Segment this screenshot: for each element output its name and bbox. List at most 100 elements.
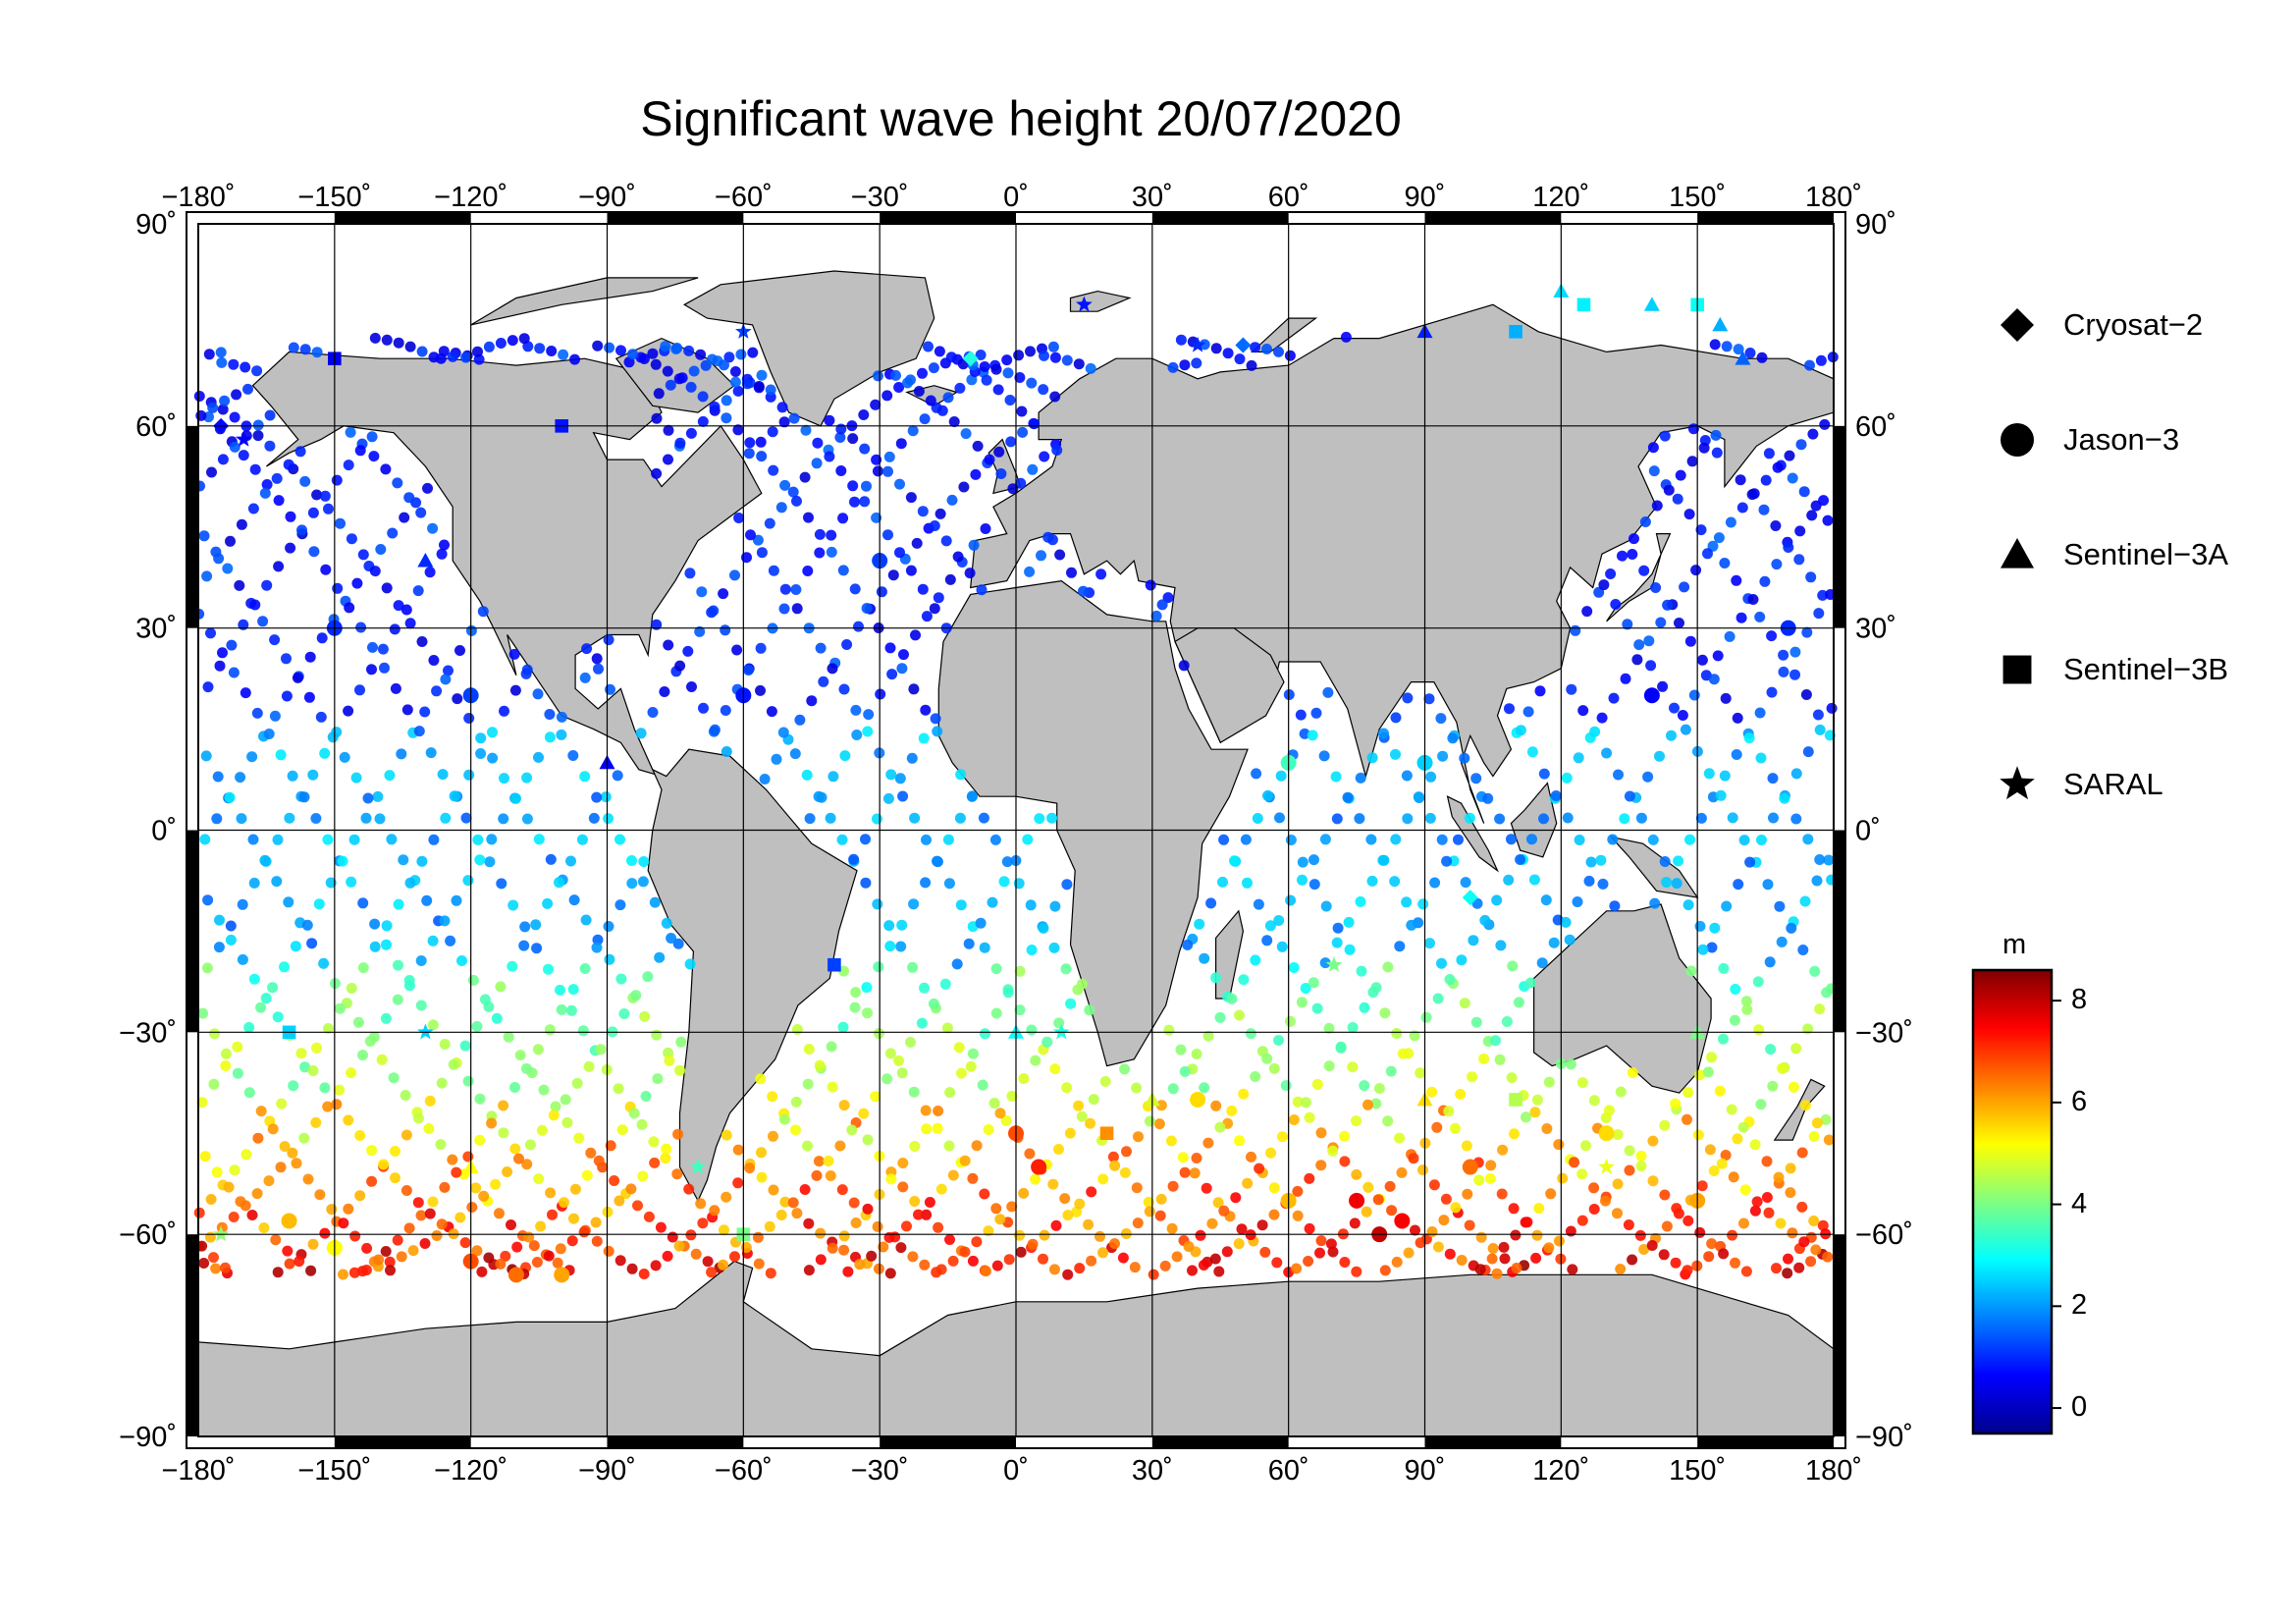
legend-label: Cryosat−2 xyxy=(2063,307,2204,342)
point-jason-3 xyxy=(1349,1192,1365,1209)
legend-item: Sentinel−3B xyxy=(1993,645,2228,694)
frame-band-right xyxy=(1834,1234,1845,1436)
lon-tick-label-bottom: 150˚ xyxy=(1669,1455,1726,1487)
frame-band-top xyxy=(607,212,744,224)
frame-band-left xyxy=(187,425,198,628)
colorbar-tick-label: 6 xyxy=(2071,1085,2088,1117)
lon-tick-label-top: −180˚ xyxy=(162,182,236,213)
circle-icon xyxy=(2001,423,2034,457)
point-sentinel-3b xyxy=(1509,1093,1522,1107)
frame-band-top xyxy=(1424,212,1562,224)
legend-marker xyxy=(2001,538,2034,568)
colorbar-tick-label: 8 xyxy=(2071,984,2088,1016)
legend-marker xyxy=(2001,423,2034,457)
point-saral xyxy=(1189,336,1206,352)
satellite-tracks xyxy=(193,331,1839,1280)
lon-tick-label-top: −150˚ xyxy=(297,182,371,213)
frame-band-top xyxy=(1697,212,1834,224)
point-jason-3 xyxy=(1643,687,1660,704)
point-sentinel-3a xyxy=(1735,351,1751,365)
land-japan xyxy=(1606,533,1672,622)
lat-tick-label-right: 0˚ xyxy=(1855,816,1881,847)
point-cryosat-2 xyxy=(1235,337,1252,353)
land-north-america xyxy=(251,351,763,778)
point-jason-3 xyxy=(1190,1091,1206,1108)
land-south-america xyxy=(647,748,858,1203)
lon-tick-label-top: 150˚ xyxy=(1669,182,1726,213)
frame-band-bottom xyxy=(1424,1436,1562,1448)
frame-band-bottom xyxy=(1697,1436,1834,1448)
point-saral xyxy=(1052,1023,1070,1040)
frame-band-top xyxy=(334,212,471,224)
lon-tick-label-top: 120˚ xyxy=(1532,182,1589,213)
frame-band-top xyxy=(1151,212,1289,224)
legend-label: SARAL xyxy=(2063,767,2163,801)
legend-marker xyxy=(2001,308,2034,342)
lon-tick-label-bottom: 90˚ xyxy=(1405,1455,1446,1487)
lat-tick-label-right: −90˚ xyxy=(1855,1422,1913,1453)
lat-tick-label-left: 30˚ xyxy=(135,614,177,645)
frame-band-bottom xyxy=(880,1436,1016,1448)
lon-tick-label-top: 30˚ xyxy=(1132,182,1173,213)
point-saral xyxy=(1325,955,1343,972)
legend-marker xyxy=(2002,655,2032,684)
point-sentinel-3b xyxy=(1576,298,1591,312)
lon-tick-label-bottom: 120˚ xyxy=(1532,1455,1589,1487)
lon-tick-label-top: 0˚ xyxy=(1003,182,1029,213)
legend-item: Jason−3 xyxy=(1993,415,2179,464)
frame-band-right xyxy=(1834,425,1845,628)
point-cryosat-2 xyxy=(962,351,979,367)
point-saral xyxy=(417,1023,434,1040)
colorbar-tick-label: 4 xyxy=(2071,1187,2088,1219)
lon-tick-label-top: −30˚ xyxy=(851,182,909,213)
frame-band-left xyxy=(187,1234,198,1436)
point-jason-3 xyxy=(1598,1125,1615,1142)
lat-tick-label-left: 90˚ xyxy=(135,209,177,241)
square-icon xyxy=(2002,655,2032,684)
point-jason-3 xyxy=(281,1213,297,1229)
point-saral xyxy=(689,1158,707,1174)
lon-tick-label-bottom: −180˚ xyxy=(162,1455,236,1487)
star-icon xyxy=(2000,766,2035,800)
lon-tick-label-top: 90˚ xyxy=(1405,182,1446,213)
frame-band-bottom xyxy=(1151,1436,1289,1448)
point-saral xyxy=(212,1225,230,1242)
lon-tick-label-bottom: 30˚ xyxy=(1132,1455,1173,1487)
legend-item: SARAL xyxy=(1993,760,2163,809)
point-saral xyxy=(1598,1158,1615,1174)
lat-tick-label-right: −30˚ xyxy=(1855,1017,1913,1049)
lon-tick-label-bottom: −90˚ xyxy=(578,1455,636,1487)
lat-tick-label-left: −60˚ xyxy=(119,1219,177,1251)
lon-tick-label-bottom: 60˚ xyxy=(1268,1455,1309,1487)
lon-tick-label-top: 180˚ xyxy=(1805,182,1862,213)
lon-tick-label-bottom: −30˚ xyxy=(851,1455,909,1487)
lat-tick-label-right: −60˚ xyxy=(1855,1219,1913,1251)
point-sentinel-3b xyxy=(828,957,841,972)
lon-tick-label-top: −120˚ xyxy=(434,182,507,213)
lon-tick-label-bottom: −120˚ xyxy=(434,1455,507,1487)
lat-tick-label-right: 60˚ xyxy=(1855,411,1896,443)
point-jason-3 xyxy=(1031,1159,1047,1175)
chart-title: Significant wave height 20/07/2020 xyxy=(640,91,1402,146)
graticule xyxy=(186,211,1846,1449)
land-greenland xyxy=(682,270,935,427)
point-cryosat-2 xyxy=(1462,890,1478,906)
point-saral xyxy=(1076,296,1093,312)
point-jason-3 xyxy=(1462,1159,1478,1175)
legend-label: Jason−3 xyxy=(2063,422,2180,457)
lon-tick-label-top: 60˚ xyxy=(1268,182,1309,213)
colorbar-unit: m xyxy=(2002,929,2027,960)
lon-tick-label-bottom: 0˚ xyxy=(1003,1455,1029,1487)
lat-tick-label-left: −30˚ xyxy=(119,1017,177,1049)
point-jason-3 xyxy=(554,1267,570,1283)
land-borneo xyxy=(1510,782,1558,858)
point-sentinel-3a xyxy=(1712,316,1729,332)
lat-tick-label-right: 30˚ xyxy=(1855,614,1896,645)
colorbar xyxy=(1971,968,2061,1435)
frame-band-right xyxy=(1834,830,1845,1033)
lon-tick-label-bottom: −60˚ xyxy=(715,1455,773,1487)
axis-tick-labels: −180˚ −180˚ −150˚ −150˚ −120˚ −120˚ −90˚ −90˚ −6… xyxy=(119,182,1913,1487)
land-arctic-islands xyxy=(470,277,699,326)
point-sentinel-3b xyxy=(1509,324,1522,339)
